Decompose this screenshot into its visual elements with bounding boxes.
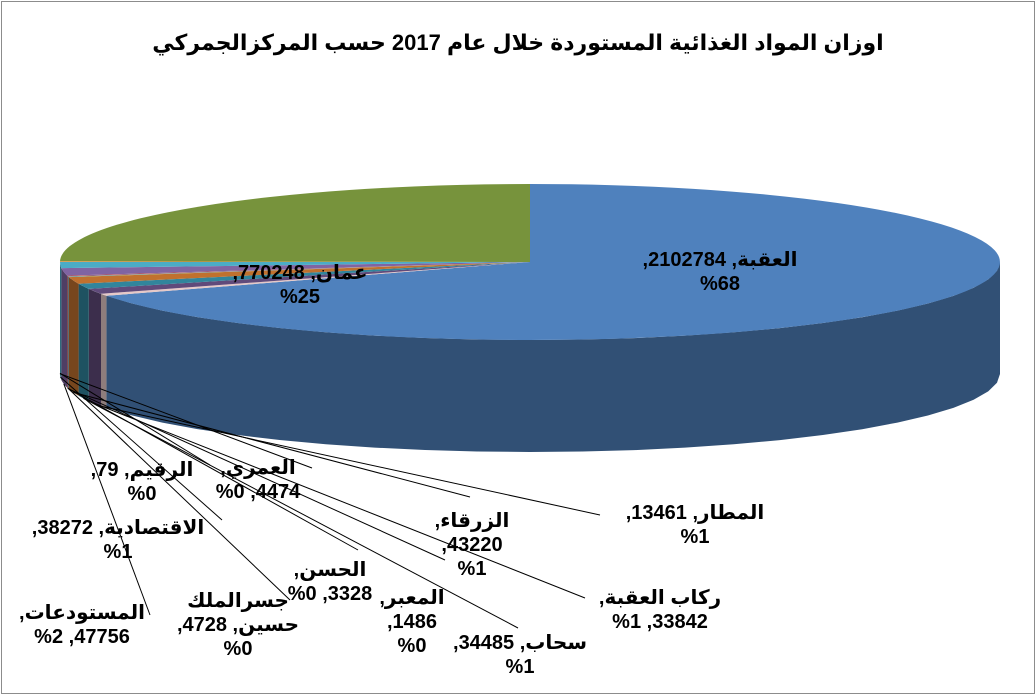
leader-line [67, 387, 291, 601]
slice [101, 262, 530, 296]
slice [68, 262, 531, 284]
leader-line [60, 376, 223, 521]
data-label: سحاب, 34485, 1% [453, 632, 587, 678]
data-label: المستودعات, 47756, 2% [19, 602, 145, 648]
leader-line [59, 373, 313, 469]
data-label: الرقيم, 79, 0% [90, 459, 194, 505]
slice [59, 262, 531, 269]
data-label: الاقتصادية, 38272, 1% [31, 517, 205, 563]
slice-side [88, 288, 101, 406]
slice-side [106, 262, 1000, 452]
slice [68, 262, 530, 278]
slice [106, 184, 1000, 340]
slice [68, 262, 530, 277]
data-label: جسرالملك حسين, 4728, 0% [176, 590, 300, 660]
slice-side [61, 268, 68, 388]
slice [67, 262, 530, 277]
slice [61, 262, 531, 276]
slice-side [68, 277, 79, 396]
leader-line [103, 406, 601, 516]
slice [78, 262, 530, 289]
slice-side [68, 276, 69, 389]
data-label: الحسن, 3328, 0% [287, 559, 373, 605]
leader-line [83, 397, 519, 629]
leader-line [94, 402, 586, 599]
data-label: المعبر, 1486, 0% [379, 587, 445, 657]
leader-line [59, 372, 211, 466]
slice [60, 184, 530, 262]
data-label: المطار, 13461, 1% [625, 502, 765, 548]
data-label: عمان, 770248, 25% [232, 262, 368, 308]
data-label: ركاب العقبة, 33842, 1% [598, 587, 722, 633]
slice [88, 262, 531, 294]
data-label: العقبة, 2102784, 68% [642, 249, 798, 295]
slice-side [101, 293, 107, 408]
data-label: العمري, 4474, 0% [215, 457, 301, 503]
slice-side [60, 262, 62, 381]
data-label: الزرقاء, 43220, 1% [434, 510, 510, 580]
slice-side [67, 275, 68, 389]
leader-line [68, 388, 359, 551]
leader-line [73, 391, 471, 498]
leader-line [63, 383, 151, 616]
slice [59, 261, 531, 262]
slice-side [78, 283, 89, 401]
chart-title: اوزان المواد الغذائية المستوردة خلال عام… [152, 30, 884, 55]
